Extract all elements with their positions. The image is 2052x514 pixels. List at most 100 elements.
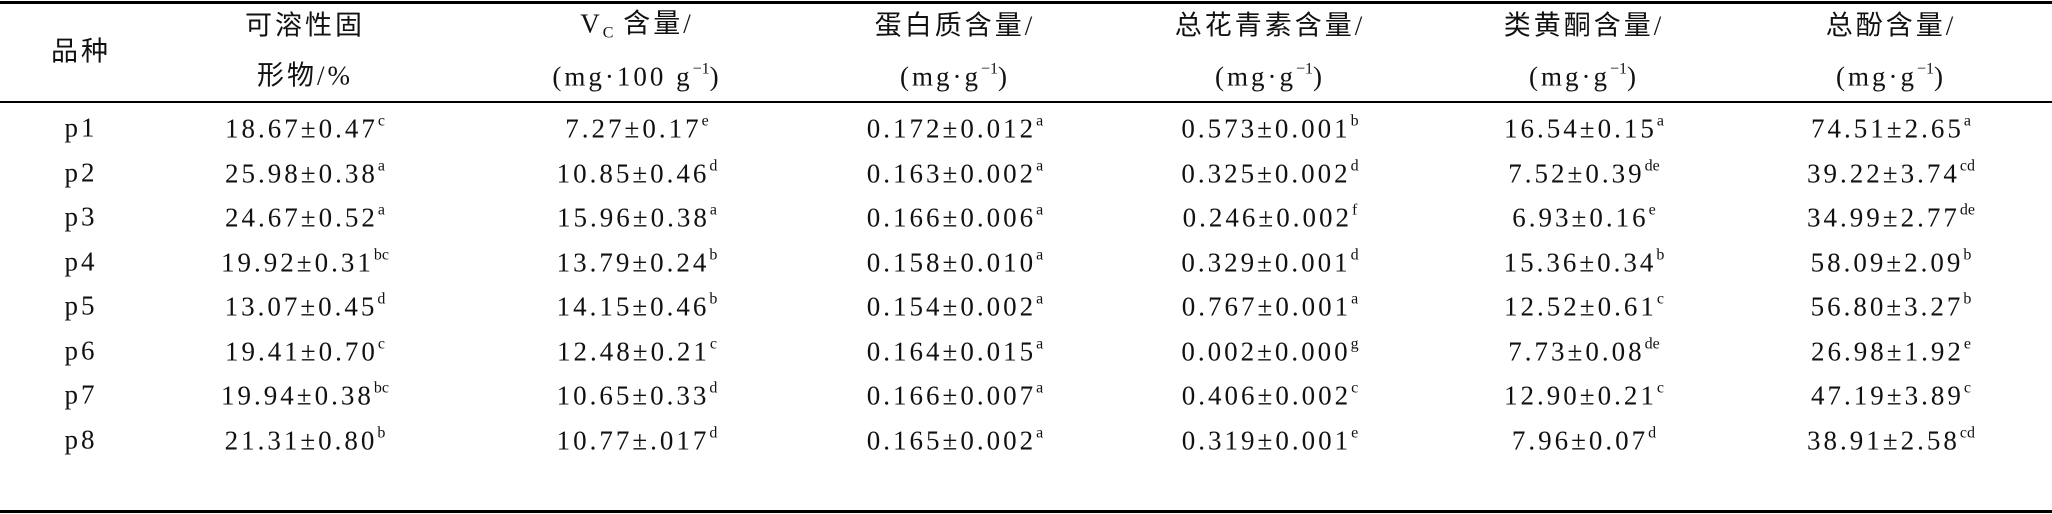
cell-value: 0.172±0.012 [866, 113, 1037, 144]
significance-letter: de [1644, 335, 1660, 353]
data-cell: 38.91±2.58cd [1807, 424, 1975, 456]
header-cell: 总花青素含量/ [1174, 10, 1366, 41]
cell-value: 0.325±0.002 [1181, 158, 1351, 189]
cell-value: 0.319±0.001 [1181, 425, 1352, 456]
cell-value: 39.22±3.74 [1807, 158, 1960, 189]
data-cell: 0.767±0.001a [1181, 291, 1358, 322]
data-cell: 0.158±0.010a [867, 247, 1043, 277]
significance-letter: cd [1959, 424, 1975, 442]
cell-value: 7.27±0.17 [565, 113, 702, 144]
row-label: p8 [64, 424, 98, 455]
significance-letter: b [709, 246, 718, 264]
cell-value: 18.67±0.47 [225, 113, 378, 144]
cell-value: 7.96±0.07 [1511, 425, 1649, 456]
header-text: 总酚含量/ [1825, 10, 1957, 41]
cell-value: 0.166±0.006 [866, 202, 1037, 233]
header-text: ) [1627, 61, 1640, 92]
significance-letter: de [1644, 157, 1660, 175]
data-cell: 13.07±0.45d [225, 291, 386, 321]
data-cell: 0.172±0.012a [866, 112, 1044, 144]
significance-letter: b [1963, 290, 1972, 308]
header-text: (mg·100 g [552, 61, 693, 92]
significance-letter: a [1963, 112, 1971, 130]
cell-value: 0.767±0.001 [1181, 291, 1352, 322]
cell-value: 12.52±0.61 [1504, 291, 1657, 322]
cell-value: 0.002±0.000 [1181, 336, 1351, 367]
significance-letter: bc [373, 379, 389, 397]
data-cell: 0.329±0.001d [1181, 247, 1358, 278]
row-label: p6 [64, 335, 98, 366]
header-text: −1 [980, 60, 999, 78]
significance-letter: g [1350, 335, 1359, 353]
data-cell: 14.15±0.46b [556, 291, 718, 322]
significance-letter: de [1959, 201, 1975, 219]
significance-letter: f [1352, 201, 1358, 219]
data-cell: 0.166±0.006a [866, 202, 1043, 233]
header-text: ) [1313, 61, 1326, 92]
significance-letter: b [1656, 246, 1665, 264]
cell-value: 0.163±0.002 [866, 158, 1037, 189]
data-cell: 19.41±0.70c [225, 335, 385, 367]
data-cell: 26.98±1.92e [1811, 336, 1971, 366]
significance-letter: c [709, 335, 717, 353]
significance-letter: a [1656, 112, 1664, 130]
row-label: p2 [64, 157, 98, 188]
cell-value: 24.67±0.52 [225, 202, 378, 233]
significance-letter: bc [373, 246, 389, 264]
cell-value: 14.15±0.46 [556, 291, 710, 322]
significance-letter: e [701, 112, 709, 130]
data-cell: 6.93±0.16e [1512, 202, 1655, 233]
row-label: p3 [64, 201, 98, 232]
header-cell: 蛋白质含量/ [875, 12, 1036, 40]
significance-letter: c [1656, 379, 1664, 397]
header-cell: (mg·g−1) [1215, 61, 1326, 92]
header-text: 可溶性固 [245, 10, 365, 41]
cell-value: 56.80±3.27 [1810, 291, 1964, 322]
row-label: p1 [64, 112, 98, 143]
significance-letter: d [1648, 424, 1657, 442]
header-text: 总花青素含量/ [1174, 10, 1366, 41]
cell-value: 13.79±0.24 [556, 247, 710, 278]
header-cell: (mg·100 g−1) [552, 60, 721, 92]
cell-value: 0.573±0.001 [1181, 113, 1351, 144]
header-text: −1 [1916, 60, 1935, 78]
significance-letter: c [1963, 379, 1971, 397]
header-text: −1 [692, 60, 710, 78]
significance-letter: a [1036, 290, 1044, 308]
data-cell: 0.246±0.002f [1182, 201, 1358, 233]
cell-value: 15.36±0.34 [1503, 247, 1657, 278]
data-cell: 0.163±0.002a [866, 158, 1043, 189]
header-text: ) [1934, 61, 1947, 92]
cell-value: 0.246±0.002 [1182, 202, 1352, 233]
cell-value: 21.31±0.80 [224, 425, 378, 456]
header-text: 品种 [51, 36, 111, 67]
cell-value: 38.91±2.58 [1807, 425, 1960, 456]
header-cell: 类黄酮含量/ [1504, 12, 1665, 40]
data-cell: 7.96±0.07d [1511, 424, 1657, 456]
data-cell: 18.67±0.47c [225, 113, 385, 144]
data-cell: 21.31±0.80b [224, 425, 386, 456]
significance-letter: cd [1959, 157, 1975, 175]
cell-value: 12.48±0.21 [557, 336, 710, 367]
data-cell: 19.94±0.38bc [221, 379, 389, 410]
data-cell: 58.09±2.09b [1811, 247, 1972, 277]
cell-value: 15.96±0.38 [557, 202, 710, 233]
header-text: (mg·g [899, 61, 981, 92]
data-cell: 0.573±0.001b [1181, 113, 1358, 144]
significance-letter: c [1656, 290, 1664, 308]
significance-letter: a [1036, 112, 1044, 130]
cell-value: 7.73±0.08 [1508, 336, 1645, 367]
significance-letter: a [1036, 424, 1044, 442]
cell-value: 6.93±0.16 [1512, 202, 1649, 233]
data-cell: 56.80±3.27b [1810, 290, 1972, 322]
cell-value: 0.165±0.002 [866, 425, 1037, 456]
significance-letter: c [377, 335, 385, 353]
data-cell: 13.79±0.24b [556, 246, 718, 278]
cell-value: 74.51±2.65 [1811, 113, 1964, 144]
cell-value: 12.90±0.21 [1504, 380, 1657, 411]
cell-value: 0.164±0.015 [866, 336, 1037, 367]
cell-value: 19.41±0.70 [225, 336, 378, 367]
data-cell: 16.54±0.15a [1504, 112, 1664, 143]
cell-value: 0.329±0.001 [1181, 247, 1351, 278]
